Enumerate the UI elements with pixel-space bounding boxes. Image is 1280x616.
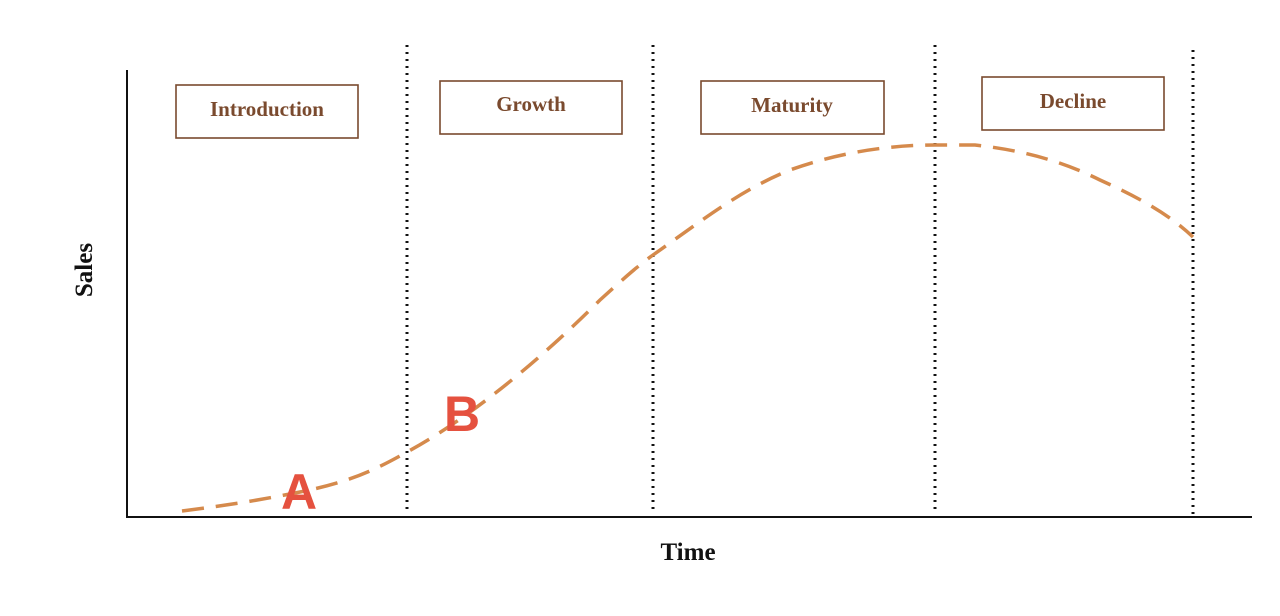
stage-box <box>439 80 623 135</box>
stage-box <box>175 84 359 139</box>
sales-curve <box>181 143 1195 513</box>
marker-label: B <box>444 386 480 442</box>
stage-label: Decline <box>1040 89 1106 113</box>
x-axis-label: Time <box>660 539 715 566</box>
stage-label: Introduction <box>210 97 324 121</box>
stage-label: Growth <box>496 92 566 116</box>
marker-label: A <box>281 464 317 520</box>
y-axis-label: Sales <box>71 243 98 297</box>
stage-label: Maturity <box>751 93 833 117</box>
stage-box <box>700 80 885 135</box>
stage-box <box>981 76 1165 131</box>
